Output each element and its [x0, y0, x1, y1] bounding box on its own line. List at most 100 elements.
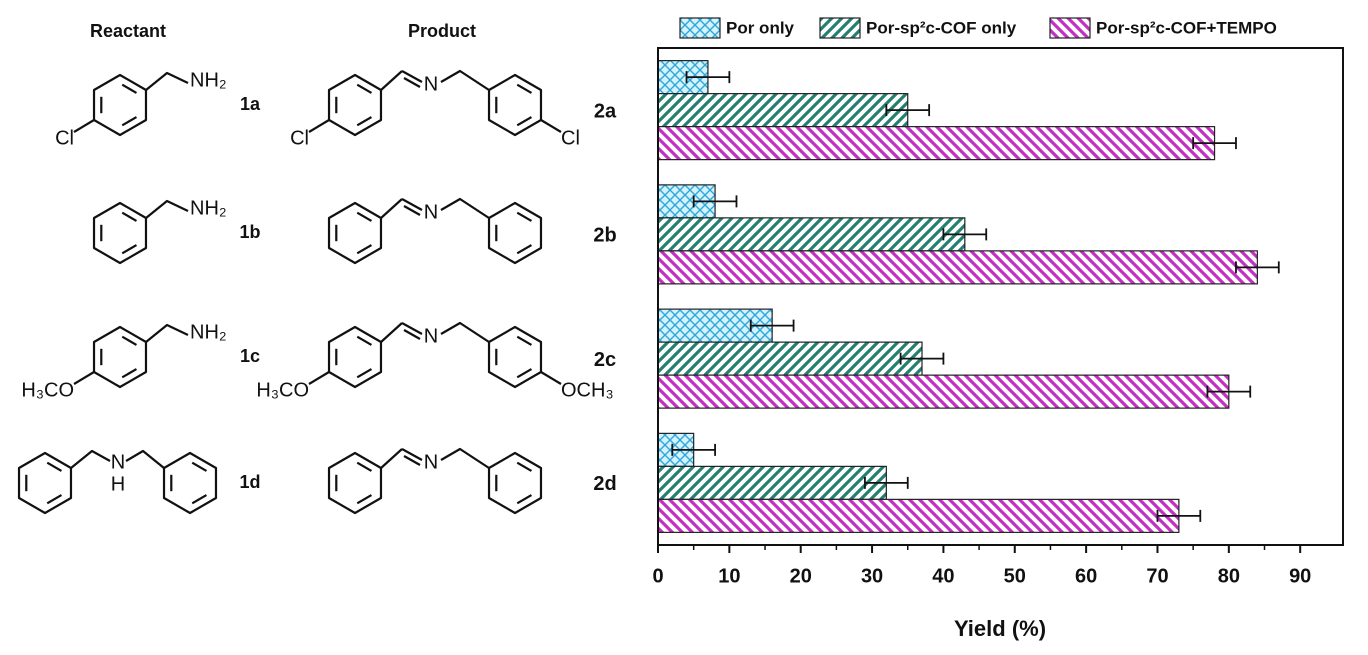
ring [487, 201, 543, 265]
bond [401, 70, 423, 83]
bond [440, 447, 490, 469]
double-bond [191, 494, 208, 505]
double-bond [516, 494, 533, 505]
bond [540, 371, 562, 385]
y-tick-label: 2b [593, 225, 616, 247]
ring [92, 201, 148, 265]
double-bond [516, 461, 533, 472]
double-bond [46, 494, 63, 505]
bond [145, 71, 189, 91]
atom-label: H₃CO [21, 379, 74, 401]
double-bond [516, 244, 533, 255]
atom-label: N [111, 451, 125, 473]
error-bar [1192, 137, 1237, 150]
bond [540, 119, 562, 133]
bond [440, 197, 490, 219]
bond [440, 321, 490, 343]
error-bar [671, 443, 716, 456]
legend-label: Por-sp²c-COF+TEMPO [1096, 18, 1277, 37]
bond [70, 449, 111, 469]
error-bar [1156, 509, 1202, 522]
ring [92, 73, 148, 137]
x-axis-label: Yield (%) [954, 616, 1046, 641]
ring [92, 325, 148, 389]
bond [440, 69, 490, 91]
double-bond [121, 244, 138, 255]
bond [145, 323, 189, 343]
legend-swatch [679, 17, 721, 39]
ring [487, 451, 543, 515]
legend-item: Por only [679, 17, 795, 39]
bar [657, 126, 1216, 161]
atom-label: N [424, 73, 438, 95]
atom-label: N [424, 201, 438, 223]
x-tick-label: 0 [652, 565, 663, 587]
bond [308, 119, 330, 133]
column-header: Product [408, 21, 476, 41]
x-tick-label: 80 [1218, 565, 1240, 587]
double-bond [121, 116, 138, 127]
error-bar [864, 476, 909, 489]
reactant-id: 1c [240, 346, 260, 366]
bond [308, 371, 330, 385]
error-bar [899, 352, 945, 365]
atom-label: NH₂ [190, 69, 227, 91]
atom-label: H [111, 473, 125, 495]
bar [657, 374, 1230, 409]
x-tick-label: 10 [718, 565, 740, 587]
legend-item: Por-sp²c-COF+TEMPO [1049, 17, 1277, 39]
bond [380, 198, 403, 219]
bar [657, 93, 909, 128]
ring [327, 73, 383, 137]
x-tick-label: 30 [861, 565, 883, 587]
bar [657, 217, 966, 252]
y-tick-label: 2d [593, 473, 616, 495]
x-tick-label: 70 [1146, 565, 1168, 587]
bond [401, 198, 423, 211]
double-bond [356, 83, 373, 94]
legend-label: Por only [726, 18, 795, 37]
bond [401, 448, 423, 461]
y-tick-label: 2a [594, 100, 617, 122]
double-bond [356, 244, 373, 255]
bond [73, 371, 95, 385]
bond [380, 322, 403, 343]
error-bar [692, 195, 738, 208]
atom-label: N [424, 451, 438, 473]
bond [403, 455, 421, 466]
ring [327, 201, 383, 265]
bond [403, 77, 421, 88]
bar [657, 250, 1258, 285]
atom-label: NH₂ [190, 321, 227, 343]
legend-swatch [1049, 17, 1091, 39]
double-bond [516, 83, 533, 94]
bond [380, 70, 403, 91]
error-bar [1235, 261, 1280, 274]
atom-label: H₃CO [256, 379, 309, 401]
double-bond [121, 368, 138, 379]
bond [403, 205, 421, 216]
x-tick-label: 50 [1004, 565, 1026, 587]
bond [403, 329, 421, 340]
reactant-id: 1a [240, 94, 261, 114]
atom-label: Cl [561, 127, 580, 149]
legend-item: Por-sp²c-COF only [819, 17, 1017, 39]
x-tick-label: 20 [790, 565, 812, 587]
reactant-id: 1b [239, 222, 260, 242]
double-bond [356, 116, 373, 127]
plot-frame [657, 47, 1344, 546]
ring [327, 451, 383, 515]
legend-label: Por-sp²c-COF only [866, 18, 1017, 37]
double-bond [121, 83, 138, 94]
error-bar [685, 71, 731, 84]
ring [487, 73, 543, 137]
bond [380, 448, 403, 469]
atom-label: OCH₃ [561, 379, 614, 401]
double-bond [516, 335, 533, 346]
error-bar [885, 104, 931, 117]
double-bond [356, 494, 373, 505]
x-tick-label: 60 [1075, 565, 1097, 587]
double-bond [356, 211, 373, 222]
